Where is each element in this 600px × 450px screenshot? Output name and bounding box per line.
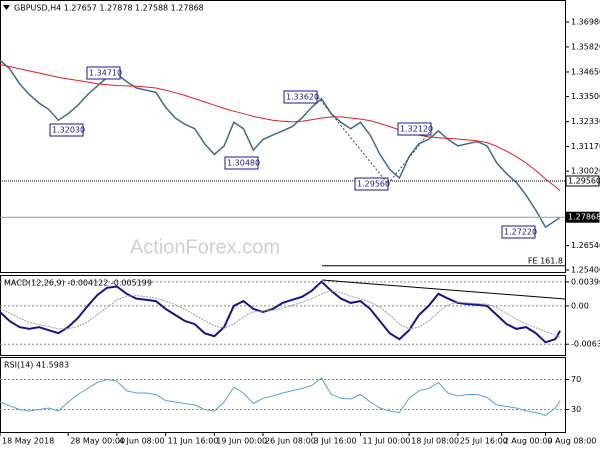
price-line bbox=[0, 59, 561, 229]
y-tick-label: 1.30020 bbox=[571, 167, 600, 176]
annotation-box bbox=[501, 225, 536, 239]
x-tick-label: 25 Jul 16:00 bbox=[460, 437, 508, 446]
macd-signal bbox=[0, 290, 561, 338]
y-tick-label: 1.32330 bbox=[571, 117, 600, 126]
y-tick-label: 1.25400 bbox=[571, 266, 600, 275]
level-box bbox=[565, 175, 600, 187]
panel-title: MACD(12,26,9) -0.004122 -0.005199 bbox=[4, 279, 152, 288]
y-tick-label: 1.36980 bbox=[571, 18, 600, 27]
fib-projection bbox=[317, 96, 433, 185]
x-tick-label: 9 Aug 08:00 bbox=[548, 437, 597, 446]
watermark: ActionForex.com bbox=[130, 236, 280, 258]
level-box bbox=[565, 211, 600, 223]
x-tick-label: 28 May 00:00 bbox=[70, 437, 125, 446]
annotation: 1.30480 bbox=[227, 159, 260, 168]
y-tick-label: 1.33500 bbox=[571, 92, 600, 101]
macd-trendline bbox=[321, 279, 566, 300]
x-tick-label: 11 Jul 00:00 bbox=[362, 437, 410, 446]
annotation-box bbox=[283, 90, 318, 104]
macd-line bbox=[0, 280, 561, 344]
annotation: 1.27220 bbox=[504, 228, 537, 237]
level-label: 1.29560 bbox=[568, 176, 600, 185]
y-tick-label: 1.26540 bbox=[571, 241, 600, 250]
x-tick-label: 19 Jun 00:00 bbox=[216, 437, 267, 446]
x-tick-label: 26 Jun 08:00 bbox=[265, 437, 316, 446]
y-tick-label: 1.35820 bbox=[571, 42, 600, 51]
annotation-box bbox=[224, 156, 259, 170]
rsi-line bbox=[0, 377, 561, 417]
panel-frame bbox=[0, 275, 566, 356]
annotation: 1.34710 bbox=[89, 69, 122, 78]
x-tick-label: 4 Jun 08:00 bbox=[119, 437, 165, 446]
y-tick-label: 1.34650 bbox=[571, 67, 600, 76]
panel-title: GBPUSD,H4 1.27657 1.27878 1.27588 1.2786… bbox=[14, 4, 204, 13]
x-tick-label: 11 Jun 16:00 bbox=[168, 437, 219, 446]
level-label: 1.27868 bbox=[568, 213, 600, 222]
x-tick-label: 18 May 2018 bbox=[2, 437, 54, 446]
y-tick-label: 30 bbox=[571, 405, 581, 414]
moving-average bbox=[0, 64, 561, 192]
panel-frame bbox=[0, 0, 566, 273]
annotation: 1.32030 bbox=[52, 126, 85, 135]
annotation-box bbox=[49, 123, 84, 137]
annotation-box bbox=[354, 177, 389, 191]
annotation: 1.33620 bbox=[286, 93, 319, 102]
x-tick-label: 3 Jul 16:00 bbox=[314, 437, 357, 446]
x-tick-label: 2 Aug 00:00 bbox=[504, 437, 553, 446]
y-tick-label: 70 bbox=[571, 375, 581, 384]
y-tick-label: 0.00 bbox=[571, 301, 589, 310]
y-tick-label: 1.31170 bbox=[571, 142, 600, 151]
annotation: 1.32120 bbox=[400, 125, 433, 134]
x-tick-label: 18 Jul 08:00 bbox=[411, 437, 459, 446]
annotation: 1.29560 bbox=[357, 180, 390, 189]
y-tick-label: -0.00632 bbox=[571, 340, 600, 349]
fe-label: FE 161.8 bbox=[528, 256, 563, 265]
annotation-box bbox=[397, 122, 432, 136]
panel-frame bbox=[0, 357, 566, 433]
panel-title: RSI(14) 41.5983 bbox=[4, 361, 69, 370]
y-tick-label: 0.003964 bbox=[571, 277, 600, 286]
annotation-box bbox=[86, 66, 121, 80]
title-arrow bbox=[3, 5, 10, 10]
